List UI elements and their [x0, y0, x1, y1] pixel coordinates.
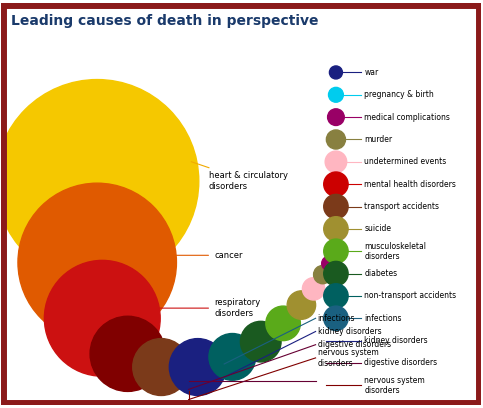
Text: musculoskeletal
disorders: musculoskeletal disorders — [364, 242, 426, 261]
Text: undetermined events: undetermined events — [364, 157, 447, 166]
Text: cancer: cancer — [174, 251, 242, 260]
Circle shape — [327, 109, 344, 126]
Text: medical complications: medical complications — [364, 113, 450, 122]
Circle shape — [241, 322, 281, 362]
Circle shape — [324, 306, 348, 330]
Circle shape — [44, 260, 160, 376]
Circle shape — [329, 66, 342, 79]
Circle shape — [324, 217, 348, 241]
Text: nervous system
disorders: nervous system disorders — [318, 348, 378, 368]
Text: kidney disorders: kidney disorders — [364, 336, 428, 345]
Text: pregnancy & birth: pregnancy & birth — [364, 90, 434, 99]
Circle shape — [328, 87, 343, 102]
Text: digestive disorders: digestive disorders — [364, 359, 438, 368]
Text: nervous system
disorders: nervous system disorders — [364, 376, 425, 395]
Circle shape — [266, 306, 300, 341]
Circle shape — [287, 291, 315, 319]
Text: kidney disorders: kidney disorders — [318, 327, 381, 336]
Circle shape — [328, 249, 340, 260]
Text: diabetes: diabetes — [364, 269, 398, 278]
Circle shape — [322, 256, 336, 271]
Circle shape — [327, 130, 345, 149]
Circle shape — [332, 242, 340, 250]
Circle shape — [18, 183, 176, 341]
Circle shape — [90, 316, 165, 391]
Circle shape — [324, 194, 348, 219]
Text: war: war — [364, 68, 379, 77]
Text: transport accidents: transport accidents — [364, 202, 440, 211]
Text: mental health disorders: mental health disorders — [364, 180, 456, 188]
Circle shape — [170, 339, 226, 395]
Text: digestive disorders: digestive disorders — [318, 340, 391, 349]
Circle shape — [313, 266, 332, 284]
Text: murder: murder — [364, 135, 393, 144]
Circle shape — [325, 151, 347, 173]
Text: Leading causes of death in perspective: Leading causes of death in perspective — [11, 13, 318, 27]
Text: suicide: suicide — [364, 224, 391, 233]
Circle shape — [0, 80, 199, 283]
Circle shape — [324, 239, 348, 264]
Text: non-transport accidents: non-transport accidents — [364, 291, 456, 300]
Text: infections: infections — [364, 314, 402, 323]
Circle shape — [133, 339, 190, 395]
Circle shape — [302, 278, 325, 300]
Circle shape — [324, 284, 348, 308]
Text: heart & circulatory
disorders: heart & circulatory disorders — [191, 162, 288, 191]
Text: respiratory
disorders: respiratory disorders — [159, 298, 260, 318]
Circle shape — [324, 262, 348, 286]
Circle shape — [324, 172, 348, 196]
Circle shape — [209, 333, 256, 380]
Text: infections: infections — [318, 314, 355, 323]
